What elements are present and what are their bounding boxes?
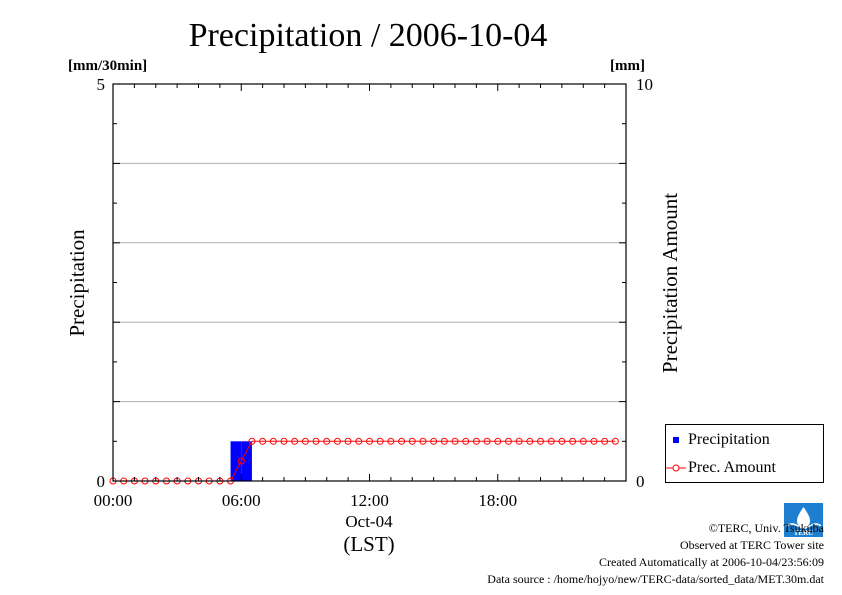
chart-legend: Precipitation Prec. Amount (665, 424, 824, 483)
x-axis-title: (LST) (343, 532, 394, 556)
amount-marker (248, 437, 256, 445)
amount-marker (376, 437, 384, 445)
amount-marker (408, 437, 416, 445)
precipitation-bar (230, 441, 242, 481)
amount-marker (558, 437, 566, 445)
amount-marker (579, 437, 587, 445)
plot-area: 00:00 06:00 12:00 18:00 0 5 0 10 (94, 75, 653, 510)
left-axis-title: Precipitation (65, 229, 89, 337)
chart-title: Precipitation / 2006-10-04 (189, 17, 548, 54)
amount-marker (398, 437, 406, 445)
right-unit-label: [mm] (610, 58, 645, 74)
amount-marker (451, 437, 459, 445)
amount-marker (526, 437, 534, 445)
amount-marker (259, 437, 267, 445)
legend-item-precipitation: Precipitation (666, 429, 823, 451)
y-tick-label-right: 10 (636, 75, 653, 94)
amount-marker (387, 437, 395, 445)
x-date-label: Oct-04 (345, 512, 393, 531)
x-tick-label: 12:00 (350, 491, 389, 510)
amount-marker (494, 437, 502, 445)
amount-marker (419, 437, 427, 445)
amount-marker (601, 437, 609, 445)
amount-marker (323, 437, 331, 445)
data-source-text: Data source : /home/hojyo/new/TERC-data/… (487, 572, 824, 586)
amount-marker (483, 437, 491, 445)
x-tick-label: 00:00 (94, 491, 133, 510)
y-tick-label-left: 0 (97, 472, 106, 491)
amount-marker (269, 437, 277, 445)
amount-marker (237, 457, 245, 465)
legend-label-precipitation: Precipitation (688, 431, 770, 448)
left-unit-label: [mm/30min] (68, 58, 147, 74)
amount-line (113, 440, 616, 482)
amount-marker (590, 437, 598, 445)
amount-marker (440, 437, 448, 445)
amount-marker (366, 437, 373, 445)
amount-marker (537, 437, 544, 445)
credits-block: ©TERC, Univ. Tsukuba Observed at TERC To… (487, 520, 824, 588)
y-tick-label-left: 5 (97, 75, 106, 94)
amount-marker (569, 437, 577, 445)
amount-marker (312, 437, 320, 445)
legend-item-amount: Prec. Amount (666, 457, 823, 479)
observation-site-text: Observed at TERC Tower site (679, 538, 824, 552)
amount-marker (280, 437, 288, 445)
x-tick-label: 18:00 (478, 491, 517, 510)
amount-marker (333, 437, 341, 445)
amount-marker (301, 437, 309, 445)
amount-marker (344, 437, 352, 445)
created-timestamp-text: Created Automatically at 2006-10-04/23:5… (599, 555, 824, 569)
copyright-text: ©TERC, Univ. Tsukuba (708, 521, 824, 535)
amount-marker (430, 437, 438, 445)
amount-marker (291, 437, 299, 445)
legend-label-amount: Prec. Amount (688, 459, 776, 476)
precipitation-bar (241, 441, 252, 481)
amount-marker (472, 437, 480, 445)
red-line-circle-icon (666, 464, 686, 472)
amount-marker (515, 437, 523, 445)
logo-text: TERC (794, 529, 813, 537)
amount-marker (504, 437, 512, 445)
amount-marker (611, 437, 619, 445)
x-tick-label: 06:00 (222, 491, 261, 510)
amount-marker (355, 437, 363, 445)
right-axis-title: Precipitation Amount (658, 193, 682, 373)
y-tick-label-right: 0 (636, 472, 645, 491)
blue-square-icon (673, 437, 679, 443)
amount-marker (462, 437, 470, 445)
amount-marker (547, 437, 555, 445)
plot-frame (112, 83, 627, 482)
terc-logo-icon: TERC (784, 503, 823, 537)
